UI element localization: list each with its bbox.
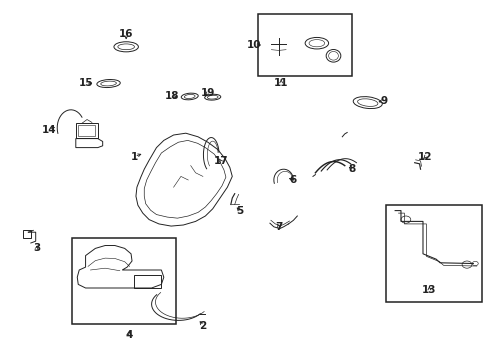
Text: 18: 18: [164, 91, 179, 102]
Text: 3: 3: [33, 243, 40, 253]
Text: 11: 11: [273, 78, 288, 88]
Text: 2: 2: [199, 321, 206, 331]
Text: 10: 10: [246, 40, 261, 50]
Text: 4: 4: [125, 330, 133, 340]
Text: 8: 8: [348, 164, 355, 174]
Bar: [78, 125, 95, 136]
Text: 7: 7: [274, 222, 282, 232]
Text: 14: 14: [41, 125, 56, 135]
Bar: [134, 275, 161, 288]
Bar: [72, 238, 176, 324]
Text: 12: 12: [417, 152, 432, 162]
Text: 9: 9: [380, 96, 386, 106]
Text: 19: 19: [200, 88, 215, 98]
Text: 6: 6: [289, 175, 296, 185]
Bar: [386, 205, 481, 302]
Text: 15: 15: [78, 78, 93, 88]
Text: 16: 16: [119, 29, 133, 39]
Bar: [76, 123, 98, 138]
Text: 17: 17: [213, 156, 228, 166]
Text: 13: 13: [421, 285, 436, 295]
Bar: [257, 14, 351, 76]
Text: 1: 1: [131, 152, 138, 162]
Text: 5: 5: [236, 206, 243, 216]
Bar: [23, 230, 31, 238]
